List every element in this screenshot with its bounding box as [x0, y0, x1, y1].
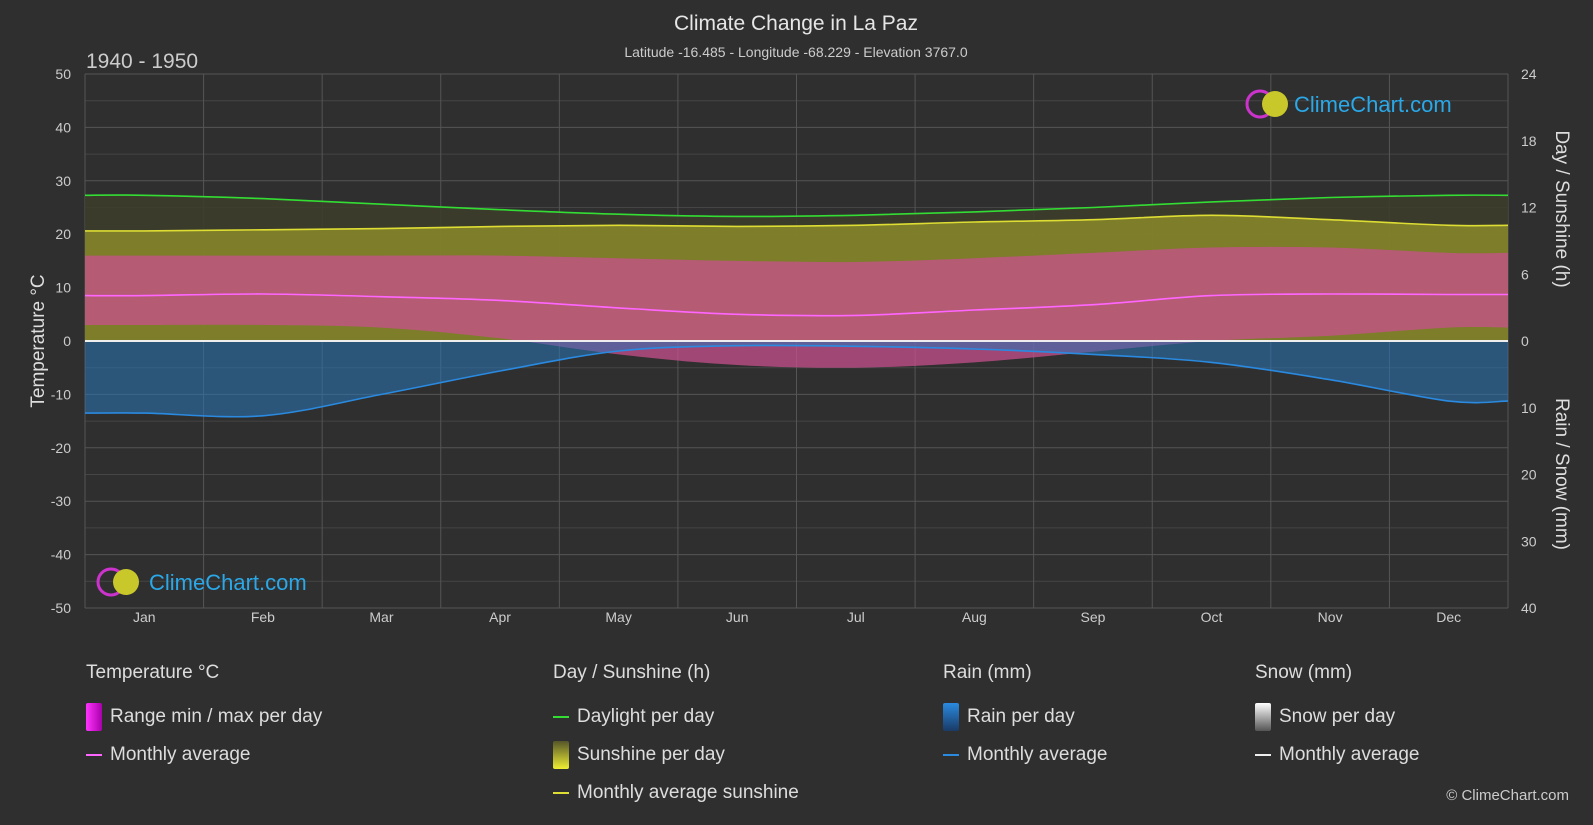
legend-label: Monthly average: [110, 744, 251, 765]
legend-label: Range min / max per day: [110, 706, 323, 727]
legend-label: Snow per day: [1279, 706, 1396, 727]
y-left-tick-label: 20: [55, 226, 71, 242]
x-tick-label: Jul: [847, 609, 865, 625]
legend-label: Rain per day: [967, 706, 1075, 727]
legend-item: Monthly average sunshine: [553, 774, 799, 812]
y-right-bottom-tick-label: 20: [1521, 467, 1537, 483]
legend-item: Sunshine per day: [553, 736, 799, 774]
y-right-top-tick-label: 18: [1521, 133, 1537, 149]
legend-sunshine-title: Day / Sunshine (h): [553, 662, 711, 683]
y-left-tick-label: -50: [51, 600, 71, 616]
legend-sunshine: Day / Sunshine (h) Daylight per day Suns…: [553, 662, 799, 812]
copyright: © ClimeChart.com: [1446, 787, 1569, 804]
y-left-tick-label: 0: [63, 333, 71, 349]
sunshine-swatch: [553, 741, 569, 769]
x-tick-label: Mar: [369, 609, 393, 625]
legend-item: Daylight per day: [553, 698, 799, 736]
temp-avg-swatch: [86, 754, 102, 756]
daylight-line: [85, 194, 1508, 218]
temperature-range-band: [85, 246, 1508, 368]
y-right-top-tick-label: 6: [1521, 266, 1529, 282]
daylight-swatch: [553, 716, 569, 718]
rain-swatch: [943, 703, 959, 731]
y-right-bottom-tick-label: 30: [1521, 533, 1537, 549]
y-left-tick-label: 50: [55, 66, 71, 82]
y-left-axis-label: Temperature °C: [28, 274, 49, 407]
logo-top: ClimeChart.com: [1245, 89, 1452, 119]
legend-snow-title: Snow (mm): [1255, 662, 1353, 683]
logo-sun-icon: [113, 569, 139, 595]
temp-range-swatch: [86, 703, 102, 731]
y-right-bottom-tick-label: 10: [1521, 400, 1537, 416]
snow-avg-swatch: [1255, 754, 1271, 756]
x-tick-label: Jan: [133, 609, 156, 625]
y-left-tick-label: 10: [55, 280, 71, 296]
legend-item: Snow per day: [1255, 698, 1419, 736]
legend-item: Monthly average: [1255, 736, 1419, 774]
x-tick-label: Apr: [489, 609, 511, 625]
data-bands: [85, 195, 1508, 417]
legend-rain-title: Rain (mm): [943, 662, 1032, 683]
period-label: 1940 - 1950: [86, 50, 198, 73]
y-right-top-tick-label: 24: [1521, 66, 1537, 82]
legend-label: Monthly average: [1279, 744, 1420, 765]
logo-bottom: ClimeChart.com: [96, 567, 307, 597]
x-tick-label: Jun: [726, 609, 749, 625]
y-right-bottom-axis-label: Rain / Snow (mm): [1551, 398, 1572, 550]
y-left-tick-label: 30: [55, 173, 71, 189]
legend-label: Daylight per day: [577, 706, 715, 727]
y-left-tick-label: -30: [51, 493, 71, 509]
snow-swatch: [1255, 703, 1271, 731]
y-left-tick-label: -10: [51, 386, 71, 402]
legend-label: Monthly average sunshine: [577, 782, 799, 803]
x-tick-label: Feb: [251, 609, 275, 625]
legend-label: Sunshine per day: [577, 744, 725, 765]
legend-item: Monthly average: [943, 736, 1107, 774]
rain-avg-swatch: [943, 754, 959, 756]
legend-temperature-title: Temperature °C: [86, 662, 220, 683]
x-tick-label: Dec: [1436, 609, 1461, 625]
y-right-top-tick-label: 0: [1521, 333, 1529, 349]
y-left-tick-label: -20: [51, 440, 71, 456]
y-left-tick-label: -40: [51, 547, 71, 563]
sunshine-avg-swatch: [553, 792, 569, 794]
x-tick-label: Sep: [1080, 609, 1105, 625]
tick-labels: Jan Feb Mar Apr May Jun Jul Aug Sep Oct Nov Dec 50 40…: [51, 66, 1537, 625]
legend-item: Rain per day: [943, 698, 1107, 736]
temperature-avg-line: [85, 293, 1508, 317]
sunshine-avg-line: [85, 214, 1508, 232]
chart-title: Climate Change in La Paz: [674, 12, 918, 35]
rain-avg-line: [85, 344, 1508, 418]
chart-subtitle: Latitude -16.485 - Longitude -68.229 - E…: [624, 44, 967, 60]
legend-temperature: Temperature °C Range min / max per day M…: [86, 662, 322, 774]
legend-snow: Snow (mm) Snow per day Monthly average: [1255, 662, 1419, 774]
logo-text: ClimeChart.com: [149, 570, 307, 595]
x-tick-label: Aug: [962, 609, 987, 625]
y-right-top-tick-label: 12: [1521, 200, 1537, 216]
y-left-tick-label: 40: [55, 119, 71, 135]
x-tick-label: Oct: [1201, 609, 1223, 625]
rain-band: [85, 341, 1508, 417]
y-right-top-axis-label: Day / Sunshine (h): [1551, 130, 1572, 287]
logo-text: ClimeChart.com: [1294, 92, 1452, 117]
legend-item: Monthly average: [86, 736, 322, 774]
legend-label: Monthly average: [967, 744, 1108, 765]
y-right-bottom-tick-label: 40: [1521, 600, 1537, 616]
series-lines: [85, 194, 1508, 418]
logo-sun-icon: [1262, 91, 1288, 117]
x-tick-label: Nov: [1318, 609, 1343, 625]
legend-rain: Rain (mm) Rain per day Monthly average: [943, 662, 1107, 774]
legend-item: Range min / max per day: [86, 698, 322, 736]
x-tick-label: May: [605, 609, 631, 625]
